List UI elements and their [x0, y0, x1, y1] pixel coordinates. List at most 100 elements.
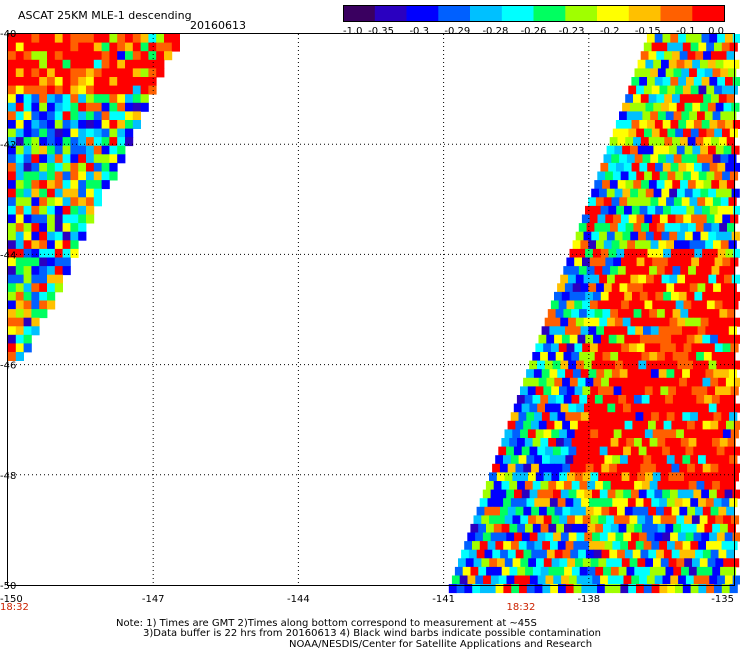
- swath-cell: [625, 180, 634, 190]
- swath-cell: [705, 498, 715, 508]
- swath-cell: [8, 137, 17, 147]
- swath-cell: [589, 214, 598, 224]
- swath-cell: [576, 532, 585, 542]
- swath-cell: [570, 506, 579, 516]
- swath-cell: [464, 584, 473, 594]
- swath-cell: [706, 42, 715, 52]
- swath-cell: [692, 274, 701, 284]
- swath-cell: [637, 386, 646, 396]
- swath-cell: [698, 455, 707, 465]
- swath-cell: [654, 532, 663, 542]
- swath-cell: [694, 205, 703, 215]
- swath-cell: [573, 412, 582, 422]
- swath-cell: [31, 102, 40, 112]
- swath-cell: [101, 34, 110, 43]
- swath-cell: [664, 51, 673, 61]
- swath-cell: [673, 481, 682, 490]
- swath-cell: [660, 343, 669, 353]
- swath-cell: [672, 266, 681, 276]
- swath-cell: [62, 68, 71, 78]
- swath-cell: [39, 291, 48, 301]
- swath-cell: [39, 240, 48, 250]
- swath-cell: [568, 532, 577, 542]
- swath-cell: [674, 240, 683, 250]
- swath-cell: [481, 515, 490, 525]
- swath-cell: [659, 171, 668, 181]
- swath-cell: [733, 291, 740, 301]
- swath-cell: [93, 188, 102, 198]
- swath-cell: [641, 180, 650, 190]
- swath-cell: [582, 472, 591, 482]
- swath-cell: [679, 549, 688, 559]
- swath-cell: [15, 317, 24, 327]
- swath-cell: [668, 515, 677, 525]
- swath-cell: [608, 291, 617, 301]
- swath-cell: [532, 395, 541, 404]
- swath-cell: [586, 266, 595, 276]
- swath-cell: [140, 102, 149, 112]
- swath-cell: [109, 128, 118, 138]
- swath-cell: [604, 455, 613, 465]
- swath-cell: [685, 489, 694, 499]
- swath-cell: [625, 309, 634, 319]
- swath-cell: [490, 532, 499, 542]
- swath-cell: [635, 283, 644, 293]
- swath-cell: [634, 197, 644, 207]
- swath-cell: [523, 420, 532, 430]
- swath-cell: [662, 77, 671, 86]
- swath-cell: [641, 352, 650, 361]
- swath-cell: [628, 257, 637, 267]
- swath-cell: [696, 395, 705, 404]
- swath-cell: [664, 137, 673, 147]
- swath-cell: [535, 472, 544, 482]
- swath-cell: [31, 300, 40, 310]
- swath-cell: [518, 412, 527, 422]
- swath-cell: [510, 412, 519, 422]
- swath-cell: [132, 51, 141, 61]
- swath-cell: [39, 248, 48, 258]
- swath-cell: [711, 352, 720, 361]
- colorbar-tick-label: 0.0: [708, 26, 724, 37]
- swath-cell: [725, 248, 734, 258]
- swath-cell: [613, 257, 622, 267]
- swath-cell: [540, 523, 549, 533]
- swath-cell: [733, 420, 740, 430]
- swath-cell: [23, 223, 32, 233]
- swath-cell: [678, 205, 687, 215]
- swath-cell: [93, 94, 102, 104]
- swath-cell: [537, 532, 546, 542]
- swath-cell: [724, 575, 734, 585]
- swath-cell: [572, 369, 582, 379]
- swath-cell: [634, 523, 643, 533]
- swath-cell: [596, 455, 605, 465]
- swath-cell: [725, 334, 734, 344]
- swath-cell: [15, 180, 24, 190]
- swath-cell: [661, 317, 670, 327]
- swath-cell: [117, 102, 126, 112]
- swath-cell: [563, 481, 573, 490]
- swath-cell: [650, 326, 659, 336]
- swath-cell: [717, 120, 726, 129]
- swath-cell: [576, 446, 585, 456]
- swath-cell: [606, 231, 616, 241]
- swath-cell: [591, 231, 600, 241]
- swath-cell: [636, 171, 645, 181]
- swath-cell: [8, 102, 17, 112]
- swath-cell: [31, 257, 40, 267]
- swath-cell: [719, 481, 729, 490]
- swath-cell: [578, 266, 588, 276]
- swath-cell: [656, 266, 666, 276]
- swath-cell: [93, 111, 102, 121]
- swath-cell: [495, 455, 504, 465]
- lat-tick-label: -48: [0, 471, 16, 482]
- swath-cell: [610, 309, 619, 319]
- swath-cell: [545, 575, 554, 585]
- swath-cell: [15, 334, 24, 344]
- swath-cell: [588, 240, 597, 250]
- swath-cell: [717, 162, 726, 172]
- swath-cell: [716, 446, 725, 456]
- swath-cell: [701, 532, 710, 542]
- swath-cell: [719, 395, 728, 404]
- swath-cell: [101, 68, 110, 78]
- swath-cell: [497, 558, 506, 568]
